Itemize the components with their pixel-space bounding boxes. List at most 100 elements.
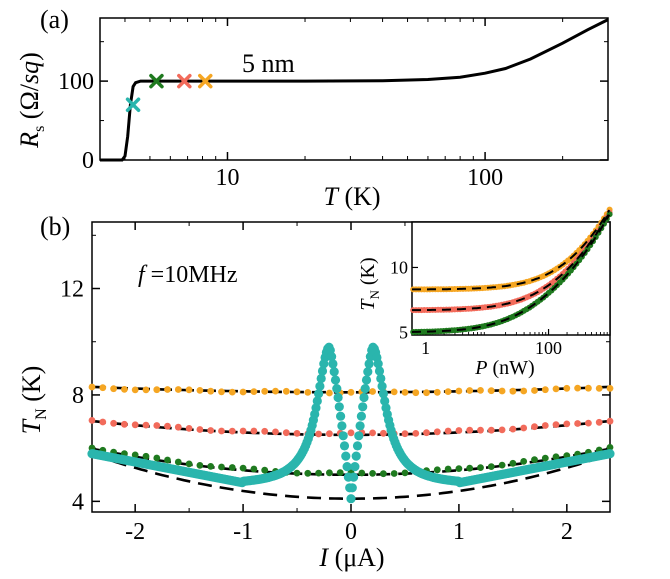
panel-b-data-point — [250, 388, 258, 395]
panel-b-data-point — [349, 472, 359, 482]
panel-b-data-point — [360, 384, 370, 394]
panel-b-data-point — [336, 469, 344, 476]
inset-fit-line — [411, 214, 611, 333]
panel-b-data-point — [196, 426, 204, 433]
panel-b-data-point — [520, 387, 528, 395]
panel-a-y-tick-label: 100 — [58, 69, 94, 95]
inset-x-tick-label: 100 — [535, 338, 562, 358]
svg-text:TN (K): TN (K) — [17, 366, 50, 435]
panel-b-x-axis-label: I (μA) — [318, 543, 384, 572]
panel-b-data-point — [412, 430, 420, 437]
panel-b-data-point — [174, 458, 182, 466]
panel-b-data-point — [196, 462, 204, 469]
panel-b-x-tick-label: -2 — [125, 519, 145, 545]
panel-b-data-point — [520, 458, 528, 465]
inset-fit-line — [412, 209, 611, 291]
panel-b-data-point — [346, 494, 356, 504]
panel-b-data-point — [334, 402, 344, 412]
panel-b-data-point — [218, 388, 225, 396]
panel-b-data-point — [351, 451, 361, 461]
svg-text:Rs (Ω/sq): Rs (Ω/sq) — [15, 52, 48, 149]
panel-b-y-tick-label: 8 — [72, 383, 84, 409]
panel-b-data-point — [153, 454, 161, 462]
panel-b-data-point — [606, 444, 614, 451]
panel-b-data-point — [304, 389, 312, 396]
panel-b-data-point — [347, 429, 355, 437]
panel-a-thickness-annotation: 5 nm — [242, 49, 295, 78]
panel-b-data-point — [574, 384, 581, 392]
panel-b-data-point — [347, 483, 357, 493]
panel-b-data-point — [304, 469, 312, 477]
panel-b-data-point — [363, 367, 373, 377]
panel-b-data-point — [605, 449, 615, 459]
panel-b-data-point — [374, 366, 385, 376]
panel-b-data-point — [531, 387, 538, 394]
panel-b-data-point — [250, 465, 258, 473]
panel-b-data-point — [329, 367, 339, 377]
inset-fit-line — [412, 212, 611, 312]
panel-b-data-point — [563, 420, 571, 428]
panel-b-data-point — [282, 387, 290, 395]
panel-b-data-point — [261, 387, 269, 395]
panel-b-data-point — [272, 428, 279, 436]
panel-b-data-point — [487, 387, 495, 395]
panel-b-data-point — [315, 430, 322, 438]
panel-b-y-tick-label: 4 — [72, 489, 84, 515]
panel-b-data-point — [88, 383, 96, 391]
panel-b-data-point — [390, 388, 398, 396]
panel-b-data-point — [142, 421, 150, 429]
panel-b-data-point — [455, 465, 463, 472]
panel-b-data-point — [185, 460, 193, 468]
panel-b-data-point — [585, 419, 592, 427]
panel-b-data-point — [332, 384, 342, 394]
panel-a-x-tick-label: 10 — [215, 165, 239, 191]
panel-b-data-point — [378, 389, 388, 399]
panel-b-data-point — [552, 385, 560, 393]
panel-b-data-point — [110, 419, 117, 427]
panel-b-data-point — [444, 427, 452, 435]
panel-b-data-point — [207, 387, 215, 395]
panel-b-label: (b) — [40, 212, 70, 241]
panel-b-fit-lines — [91, 385, 611, 500]
panel-b-data-point — [337, 421, 347, 431]
inset-chart: 1 100 5 10 TN (K) P (nW) — [357, 206, 613, 379]
inset-ticks: 1 100 5 10 — [390, 257, 608, 358]
panel-b-data-point — [326, 430, 333, 438]
panel-b-data-point — [207, 427, 215, 434]
panel-b-data-point — [164, 386, 171, 393]
panel-b-data-point — [330, 375, 341, 385]
panel-b-data-point — [552, 453, 560, 461]
panel-b-data-points — [87, 342, 615, 504]
panel-b-data-point — [250, 427, 258, 435]
panel-b-data-point — [477, 387, 484, 394]
panel-a-temperature-marker — [149, 73, 164, 89]
panel-b-y-axis-label: TN (K) — [17, 366, 50, 435]
panel-b-data-point — [487, 426, 495, 434]
panel-a-label: (a) — [40, 5, 69, 34]
panel-b-data-point — [347, 388, 355, 396]
panel-b-data-point — [218, 427, 225, 435]
panel-b-data-point — [606, 417, 614, 425]
panel-b-data-point — [369, 470, 376, 477]
panel-b-data-point — [174, 423, 182, 431]
panel-b-data-point — [350, 462, 360, 472]
panel-b-data-point — [311, 403, 321, 413]
panel-a-x-axis-label: T (K) — [323, 182, 380, 211]
panel-b-x-tick-label: -1 — [233, 519, 253, 545]
panel-b-data-point — [574, 420, 581, 427]
panel-b-data-point — [433, 466, 441, 474]
panel-b-data-point — [326, 389, 333, 397]
panel-b-data-point — [314, 389, 324, 399]
panel-b-frequency-annotation: f =10MHz — [138, 262, 238, 288]
panel-b-data-point — [341, 451, 351, 461]
panel-b-data-point — [595, 385, 603, 392]
panel-b-data-point — [239, 427, 247, 435]
panel-b-data-point — [312, 396, 322, 406]
inset-fit-lines — [411, 209, 611, 333]
panel-b-data-point — [110, 385, 117, 393]
panel-b-data-point — [131, 386, 139, 394]
inset-y-tick-label: 5 — [399, 322, 408, 342]
panel-a-markers — [125, 73, 213, 113]
panel-b-data-point — [498, 461, 506, 469]
panel-b-data-point — [196, 387, 204, 394]
